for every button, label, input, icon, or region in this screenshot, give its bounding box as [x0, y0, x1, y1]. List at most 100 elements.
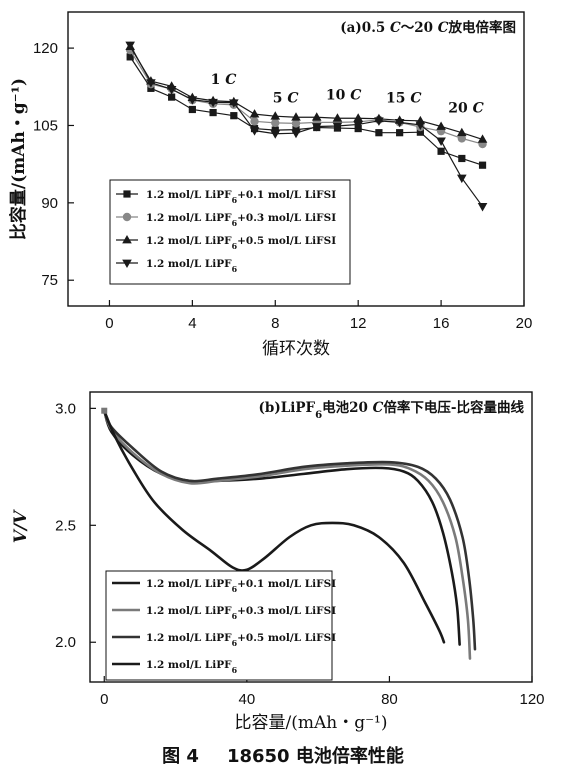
series-line-a-2: [129, 46, 483, 140]
data-point-a-0-8: [292, 126, 300, 134]
legend-marker-a-0: [123, 190, 131, 198]
rate-label-2: 10 C: [326, 88, 362, 104]
data-point-a-3-7: [270, 130, 281, 139]
data-point-a-2-17: [477, 134, 488, 143]
figure-caption-text: 18650 电池倍率性能: [226, 746, 404, 767]
x-tick-label-a-1: 4: [188, 315, 196, 332]
data-point-a-0-17: [478, 161, 487, 169]
legend-label-b-3: 1.2 mol/L LiPF6: [146, 659, 238, 675]
x-axis-title-b: 比容量/(mAh・g⁻¹): [234, 713, 387, 733]
legend-frame-b: [105, 570, 333, 681]
series-a-0: [126, 53, 487, 169]
legend-label-b-0: 1.2 mol/L LiPF6+0.1 mol/L LiFSI: [146, 578, 336, 594]
data-point-a-3-14: [415, 121, 426, 130]
data-point-a-0-14: [416, 128, 424, 136]
figure-number: 图 4: [162, 746, 199, 767]
legend-frame-a: [109, 179, 351, 285]
chart-a: 0 4 8 12 16 20 75 90 105 120 循环次数 比容量/(mAh・g⁻¹) (a)0…: [8, 11, 533, 359]
chart-b: 0 40 80 120 2.0 2.5 3.0 比容量/(mAh・g⁻¹) V/V (b)LiPF…: [11, 391, 545, 733]
data-point-a-3-16: [457, 174, 467, 184]
data-point-a-3-4: [208, 98, 218, 108]
data-point-a-0-15: [437, 147, 445, 155]
data-point-a-1-16: [457, 134, 467, 143]
x-tick-label-a-4: 16: [433, 315, 450, 332]
legend-label-b-1: 1.2 mol/L LiPF6+0.3 mol/L LiFSI: [146, 605, 336, 621]
data-point-a-2-9: [311, 112, 322, 121]
data-point-a-2-7: [270, 111, 281, 120]
y-tick-label-a-2: 105: [33, 117, 58, 134]
legend-marker-a-3: [122, 259, 132, 268]
series-line-a-0: [129, 56, 483, 166]
plot-frame-a: [67, 11, 525, 307]
legend-label-a-2: 1.2 mol/L LiPF6+0.5 mol/L LiFSI: [146, 235, 336, 251]
data-point-a-1-8: [291, 119, 301, 128]
y-tick-label-b-1: 2.5: [55, 517, 76, 534]
data-point-a-3-11: [353, 121, 363, 130]
data-point-a-1-6: [250, 117, 259, 126]
y-tick-label-a-3: 120: [33, 40, 58, 57]
legend-label-b-2: 1.2 mol/L LiPF6+0.5 mol/L LiFSI: [146, 632, 336, 648]
data-point-a-2-16: [457, 127, 467, 137]
x-tick-label-a-0: 0: [105, 315, 113, 332]
data-point-a-3-8: [291, 129, 301, 139]
y-axis-title-b: V/V: [11, 509, 31, 543]
chart-title-a: (a)0.5 C～20 C放电倍率图: [340, 19, 516, 36]
data-point-a-1-7: [271, 118, 280, 128]
data-point-a-3-13: [394, 118, 405, 128]
data-point-a-2-10: [332, 113, 343, 122]
data-point-a-0-3: [188, 105, 196, 114]
data-point-a-3-6: [249, 127, 260, 136]
legend-label-a-1: 1.2 mol/L LiPF6+0.3 mol/L LiFSI: [146, 212, 336, 228]
y-tick-label-a-0: 75: [41, 272, 58, 289]
data-point-a-0-7: [271, 126, 279, 134]
x-axis-title-a: 循环次数: [262, 339, 330, 359]
data-point-a-0-2: [168, 93, 176, 101]
data-point-a-0-5: [230, 112, 238, 120]
x-tick-label-b-1: 40: [238, 691, 255, 708]
voltage-curve-b-3: [102, 409, 446, 644]
x-tick-label-b-0: 0: [100, 691, 108, 708]
data-point-a-0-4: [209, 108, 217, 117]
x-tick-label-b-3: 120: [519, 691, 544, 708]
legend-marker-a-2: [122, 235, 132, 244]
data-point-a-3-1: [146, 79, 156, 88]
rate-label-1: 5 C: [273, 90, 299, 106]
data-point-a-3-0: [125, 41, 135, 51]
rate-label-0: 1 C: [211, 72, 237, 88]
data-point-a-3-3: [187, 96, 198, 105]
figure-caption: 图 4 18650 电池倍率性能: [0, 742, 566, 768]
data-point-a-3-10: [332, 122, 343, 131]
x-tick-label-a-5: 20: [516, 315, 533, 332]
legend-marker-a-1: [122, 212, 132, 222]
data-point-a-3-9: [311, 123, 322, 132]
data-point-a-2-8: [291, 112, 301, 121]
data-point-a-2-15: [436, 121, 446, 130]
y-tick-label-b-0: 2.0: [55, 634, 76, 651]
data-point-a-2-6: [249, 109, 260, 118]
data-point-a-3-2: [166, 85, 177, 95]
legend-label-a-0: 1.2 mol/L LiPF6+0.1 mol/L LiFSI: [146, 189, 336, 205]
data-point-a-0-16: [458, 154, 466, 163]
y-axis-title-a: 比容量/(mAh・g⁻¹): [8, 78, 29, 240]
curve-start-marker-b: [101, 407, 108, 414]
data-point-a-3-17: [477, 203, 488, 212]
y-tick-label-b-2: 3.0: [55, 400, 76, 417]
data-point-a-0-12: [375, 129, 383, 137]
data-point-a-0-13: [396, 129, 404, 137]
chart-title-b: (b)LiPF6电池20 C倍率下电压-比容量曲线: [259, 399, 525, 421]
y-tick-label-a-1: 90: [41, 195, 58, 212]
data-point-a-2-11: [353, 113, 363, 122]
data-point-a-3-5: [229, 99, 239, 108]
legend-label-a-3: 1.2 mol/L LiPF6: [146, 258, 238, 274]
x-tick-label-a-2: 8: [271, 315, 279, 332]
series-a-3: [125, 41, 488, 212]
data-point-a-3-12: [374, 117, 384, 126]
voltage-curve-b-1: [102, 409, 472, 660]
rate-label-3: 15 C: [386, 90, 422, 106]
x-tick-label-a-3: 12: [350, 315, 367, 332]
data-point-a-3-15: [436, 137, 446, 146]
plot-frame-b: [89, 391, 533, 683]
voltage-curve-b-2: [102, 409, 477, 651]
rate-performance-figure: 0 4 8 12 16 207590105120循环次数比容量/(mAh・g⁻¹)(a)0…: [8, 11, 545, 733]
